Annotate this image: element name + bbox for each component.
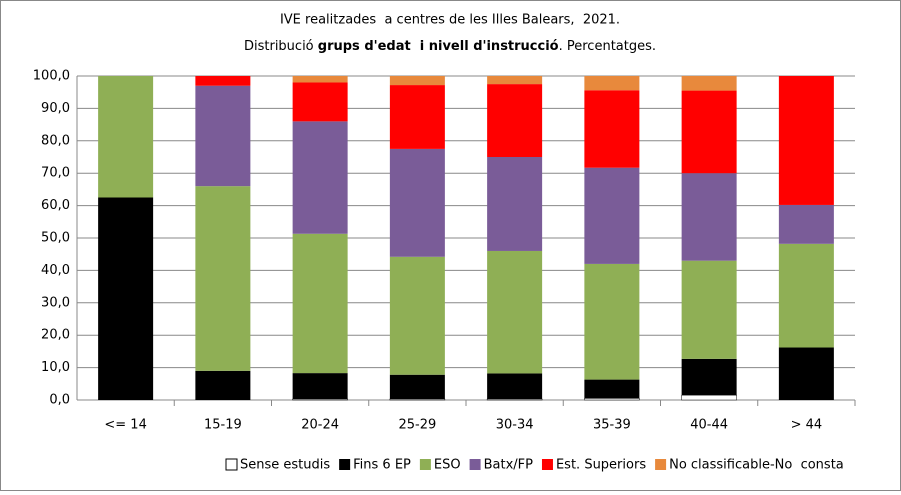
x-tick-label: > 44: [791, 418, 823, 433]
bar-segment: [487, 76, 543, 85]
y-tick-label: 60,0: [41, 198, 70, 213]
bar-segment: [98, 76, 154, 198]
legend-swatch: [419, 459, 431, 470]
y-tick-label: 20,0: [41, 328, 70, 343]
bar-segment: [292, 121, 348, 234]
y-tick-label: 40,0: [41, 263, 70, 278]
legend-swatch: [655, 459, 667, 470]
bar-segment: [778, 347, 834, 400]
bar-segment: [487, 157, 543, 251]
x-tick-label: <= 14: [104, 418, 146, 433]
legend-label: No classificable-No consta: [669, 458, 844, 473]
bar-segment: [389, 85, 445, 149]
bar-segment: [681, 358, 737, 396]
bar-segment: [389, 76, 445, 86]
bar-segment: [584, 398, 640, 401]
bar-segment: [98, 197, 154, 400]
bar-segment: [292, 233, 348, 374]
x-tick-label: 35-39: [593, 418, 631, 433]
bar-segment: [681, 260, 737, 359]
bar-segment: [389, 256, 445, 375]
chart-subtitle: Distribució grups d'edat i nivell d'inst…: [244, 39, 656, 54]
bar-segment: [778, 243, 834, 348]
legend-label: Sense estudis: [240, 458, 330, 473]
bar-segment: [681, 173, 737, 261]
bar-segment: [778, 76, 834, 205]
legend-label: Est. Superiors: [556, 458, 646, 473]
bar-segment: [389, 148, 445, 257]
x-tick-label: 15-19: [204, 418, 242, 433]
legend-swatch: [541, 459, 553, 470]
bar-segment: [292, 398, 348, 401]
bar-segment: [195, 76, 251, 86]
bar-segment: [487, 250, 543, 374]
x-tick-label: 20-24: [301, 418, 339, 433]
subtitle-bold: grups d'edat i nivell d'instrucció: [318, 39, 559, 54]
bar-segment: [584, 379, 640, 399]
bar-segment: [487, 84, 543, 157]
y-tick-label: 80,0: [41, 133, 70, 148]
bar-segment: [584, 263, 640, 380]
bar-segment: [584, 90, 640, 168]
y-tick-label: 50,0: [41, 231, 70, 246]
bar-segment: [195, 186, 251, 371]
bar-segment: [584, 167, 640, 264]
y-tick-label: 10,0: [41, 360, 70, 375]
subtitle-part: Distribució: [244, 39, 318, 54]
bar-segment: [486, 398, 543, 401]
x-tick-label: 30-34: [496, 418, 534, 433]
legend-swatch: [469, 459, 481, 470]
bar-segment: [292, 82, 348, 122]
bar-segment: [195, 370, 251, 400]
legend-swatch: [339, 459, 351, 470]
bar-segment: [584, 76, 640, 91]
y-tick-label: 0,0: [49, 393, 70, 408]
y-tick-label: 70,0: [41, 166, 70, 181]
y-tick-label: 100,0: [33, 69, 70, 84]
legend-label: Batx/FP: [484, 458, 534, 473]
bar-segment: [681, 90, 737, 174]
x-tick-label: 25-29: [398, 418, 436, 433]
bar-segment: [292, 373, 348, 400]
bar-segment: [487, 373, 543, 400]
x-tick-label: 40-44: [690, 418, 728, 433]
y-tick-label: 90,0: [41, 101, 70, 116]
bar-segment: [389, 398, 446, 401]
subtitle-part: . Percentatges.: [559, 39, 656, 54]
legend-label: ESO: [434, 458, 461, 473]
bar-segment: [778, 204, 834, 244]
bar-segment: [292, 76, 348, 83]
chart-title: IVE realitzades a centres de les Illes B…: [280, 13, 620, 28]
bar-segment: [389, 374, 445, 400]
bar-segment: [681, 76, 737, 91]
y-tick-label: 30,0: [41, 295, 70, 310]
legend-swatch: [225, 458, 238, 471]
bar-segment: [195, 85, 251, 187]
bar-segment: [681, 394, 737, 401]
legend-label: Fins 6 EP: [353, 458, 411, 473]
